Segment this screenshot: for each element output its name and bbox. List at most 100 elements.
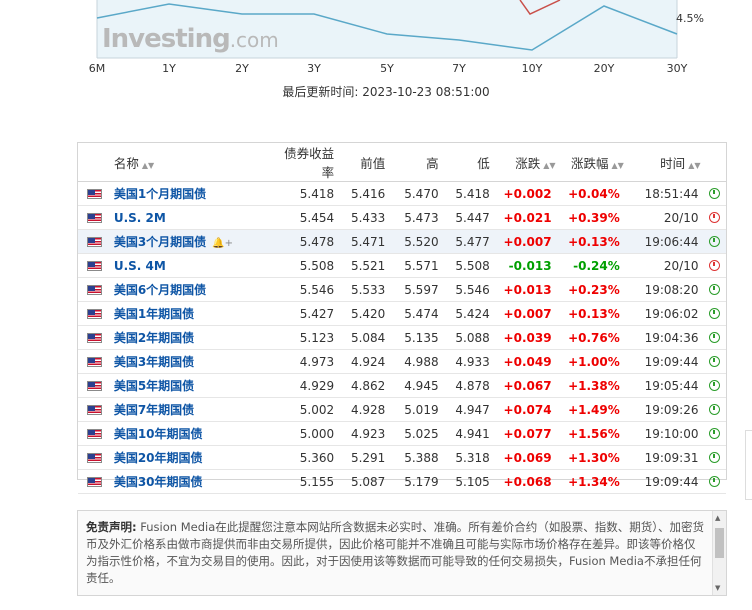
table-row[interactable]: 美国30年期国债 5.155 5.087 5.179 5.105 +0.068 +1.34%… bbox=[78, 469, 726, 494]
header-prev[interactable]: 前值 bbox=[340, 143, 392, 182]
header-chg[interactable]: 涨跌 ▲▼ bbox=[495, 143, 558, 182]
table-row[interactable]: 美国3个月期国债 🔔+ 5.478 5.471 5.520 5.477 +0.007 +0.1… bbox=[78, 229, 726, 254]
time-cell: 19:09:44 bbox=[625, 469, 703, 494]
yield-cell: 5.360 bbox=[278, 445, 341, 470]
yield-cell: 5.478 bbox=[278, 229, 341, 254]
name-cell: 美国3年期国债 bbox=[107, 349, 279, 374]
scroll-up-icon[interactable]: ▲ bbox=[715, 514, 721, 522]
table-row[interactable]: 美国6个月期国债 5.546 5.533 5.597 5.546 +0.013 +0.23%… bbox=[78, 277, 726, 302]
bond-name-link[interactable]: 美国2年期国债 bbox=[113, 331, 195, 345]
table-row[interactable]: 美国10年期国债 5.000 4.923 5.025 4.941 +0.077 +1.56%… bbox=[78, 421, 726, 446]
time-cell: 20/10 bbox=[625, 205, 703, 230]
time-cell: 20/10 bbox=[625, 253, 703, 278]
header-time[interactable]: 时间 ▲▼ bbox=[625, 143, 703, 182]
market-open-clock-icon bbox=[708, 403, 720, 415]
table-row[interactable]: U.S. 2M 5.454 5.433 5.473 5.447 +0.021 +0.39% 2… bbox=[78, 205, 726, 230]
high-cell: 4.988 bbox=[391, 349, 445, 374]
market-open-clock-icon bbox=[708, 475, 720, 487]
chg-cell: +0.007 bbox=[495, 301, 558, 326]
flag-cell bbox=[78, 205, 108, 230]
watermark-suffix: .com bbox=[229, 28, 279, 52]
prev-cell: 4.923 bbox=[340, 421, 392, 446]
flag-cell bbox=[78, 445, 108, 470]
market-closed-clock-icon bbox=[708, 259, 720, 271]
bond-name-link[interactable]: 美国7年期国债 bbox=[113, 403, 195, 417]
chg-cell: +0.013 bbox=[495, 277, 558, 302]
status-cell bbox=[702, 277, 726, 302]
low-cell: 5.477 bbox=[444, 229, 496, 254]
market-open-clock-icon bbox=[708, 187, 720, 199]
status-cell bbox=[702, 373, 726, 398]
previous-curve-line bbox=[519, 0, 561, 15]
status-cell bbox=[702, 253, 726, 278]
header-high[interactable]: 高 bbox=[391, 143, 445, 182]
x-axis-tick-2y: 2Y bbox=[235, 62, 249, 75]
low-cell: 5.418 bbox=[444, 181, 496, 206]
prev-cell: 5.291 bbox=[340, 445, 392, 470]
us-flag-icon bbox=[87, 212, 102, 223]
chg-pct-cell: +1.49% bbox=[557, 397, 626, 422]
bond-name-link[interactable]: U.S. 4M bbox=[113, 258, 166, 273]
yield-cell: 5.155 bbox=[278, 469, 341, 494]
header-name[interactable]: 名称 ▲▼ bbox=[107, 143, 279, 182]
bond-name-link[interactable]: 美国10年期国债 bbox=[113, 427, 203, 441]
header-chg-pct[interactable]: 涨跌幅 ▲▼ bbox=[557, 143, 626, 182]
header-status bbox=[702, 143, 726, 182]
header-low[interactable]: 低 bbox=[444, 143, 496, 182]
table-row[interactable]: 美国3年期国债 4.973 4.924 4.988 4.933 +0.049 +1.00% 1… bbox=[78, 349, 726, 374]
scroll-thumb[interactable] bbox=[715, 528, 724, 558]
x-axis-tick-20y: 20Y bbox=[593, 62, 615, 75]
time-cell: 19:08:20 bbox=[625, 277, 703, 302]
table-row[interactable]: 美国20年期国债 5.360 5.291 5.388 5.318 +0.069 +1.30%… bbox=[78, 445, 726, 470]
sort-icon: ▲▼ bbox=[141, 160, 155, 170]
yield-cell: 4.929 bbox=[278, 373, 341, 398]
low-cell: 5.088 bbox=[444, 325, 496, 350]
status-cell bbox=[702, 445, 726, 470]
name-cell: 美国1个月期国债 bbox=[107, 181, 279, 206]
bond-name-link[interactable]: 美国5年期国债 bbox=[113, 379, 195, 393]
bond-name-link[interactable]: 美国1年期国债 bbox=[113, 307, 195, 321]
sort-icon: ▲▼ bbox=[611, 160, 624, 170]
table-row[interactable]: 美国1年期国债 5.427 5.420 5.474 5.424 +0.007 +0.13% 1… bbox=[78, 301, 726, 326]
high-cell: 5.179 bbox=[391, 469, 445, 494]
time-cell: 19:04:36 bbox=[625, 325, 703, 350]
bond-name-link[interactable]: 美国30年期国债 bbox=[113, 475, 203, 489]
x-axis-tick-3y: 3Y bbox=[307, 62, 321, 75]
header-yield[interactable]: 债券收益率 bbox=[278, 143, 341, 182]
low-cell: 4.947 bbox=[444, 397, 496, 422]
chg-pct-cell: +1.56% bbox=[557, 421, 626, 446]
yield-cell: 5.418 bbox=[278, 181, 341, 206]
time-cell: 19:10:00 bbox=[625, 421, 703, 446]
table-row[interactable]: 美国2年期国债 5.123 5.084 5.135 5.088 +0.039 +0.76% 1… bbox=[78, 325, 726, 350]
market-open-clock-icon bbox=[708, 331, 720, 343]
chg-cell: +0.074 bbox=[495, 397, 558, 422]
bond-name-link[interactable]: U.S. 2M bbox=[113, 210, 166, 225]
table-row[interactable]: 美国5年期国债 4.929 4.862 4.945 4.878 +0.067 +1.38% 1… bbox=[78, 373, 726, 398]
scroll-down-icon[interactable]: ▼ bbox=[715, 584, 721, 592]
bond-yields-table: 名称 ▲▼ 债券收益率 前值 高 低 涨跌 ▲▼ 涨跌幅 ▲▼ 时间 ▲▼ 美国1个月期… bbox=[77, 142, 727, 494]
chg-cell: +0.068 bbox=[495, 469, 558, 494]
sort-icon: ▲▼ bbox=[543, 160, 556, 170]
current-curve-line bbox=[96, 3, 678, 51]
status-cell bbox=[702, 205, 726, 230]
market-open-clock-icon bbox=[708, 355, 720, 367]
time-cell: 19:06:44 bbox=[625, 229, 703, 254]
us-flag-icon bbox=[87, 428, 102, 439]
bond-name-link[interactable]: 美国3年期国债 bbox=[113, 355, 195, 369]
status-cell bbox=[702, 301, 726, 326]
bond-name-link[interactable]: 美国20年期国债 bbox=[113, 451, 203, 465]
bond-name-link[interactable]: 美国1个月期国债 bbox=[113, 187, 207, 201]
time-cell: 18:51:44 bbox=[625, 181, 703, 206]
table-row[interactable]: 美国1个月期国债 5.418 5.416 5.470 5.418 +0.002 +0.04%… bbox=[78, 181, 726, 206]
header-name-label: 名称 bbox=[113, 155, 139, 171]
low-cell: 4.878 bbox=[444, 373, 496, 398]
disclaimer-scrollbar[interactable]: ▲ ▼ bbox=[712, 511, 726, 595]
bond-name-link[interactable]: 美国6个月期国债 bbox=[113, 283, 207, 297]
alert-bell-icon[interactable]: 🔔+ bbox=[212, 238, 234, 249]
table-row[interactable]: 美国7年期国债 5.002 4.928 5.019 4.947 +0.074 +1.49% 1… bbox=[78, 397, 726, 422]
table-row[interactable]: U.S. 4M 5.508 5.521 5.571 5.508 -0.013 -0.24% 2… bbox=[78, 253, 726, 278]
low-cell: 4.941 bbox=[444, 421, 496, 446]
bond-name-link[interactable]: 美国3个月期国债 bbox=[113, 235, 207, 249]
x-axis-tick-10y: 10Y bbox=[521, 62, 543, 75]
chg-pct-cell: +1.00% bbox=[557, 349, 626, 374]
